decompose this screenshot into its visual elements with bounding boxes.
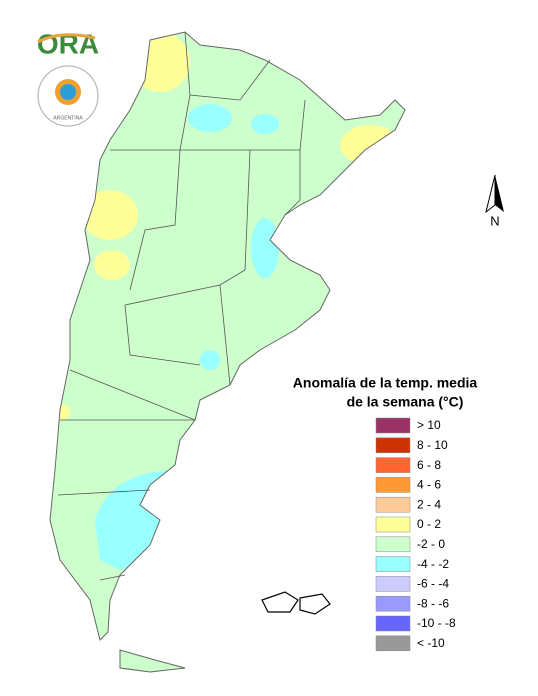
legend-swatch (375, 556, 411, 572)
legend-swatch (375, 417, 411, 434)
legend-label: -6 - -4 (417, 577, 449, 591)
legend-swatch (375, 576, 411, 592)
province-lines (57, 31, 306, 581)
legend-label: 6 - 8 (417, 458, 441, 472)
logo-text: ORA (37, 28, 99, 59)
legend: Anomalía de la temp. media de la semana … (293, 375, 478, 652)
malvinas (261, 591, 331, 615)
tierra-del-fuego (119, 649, 186, 673)
seal-text: ARGENTINA (53, 115, 83, 121)
legend-swatch (375, 477, 411, 493)
legend-label: 4 - 6 (417, 478, 441, 492)
legend-label: -4 - -2 (417, 557, 449, 571)
legend-label: -10 - -8 (417, 616, 456, 630)
legend-label: 0 - 2 (417, 517, 441, 531)
legend-label: > 10 (417, 418, 441, 432)
legend-label: < -10 (417, 636, 445, 650)
legend-swatch (375, 615, 411, 632)
legend-swatch (375, 457, 411, 473)
legend-swatch (375, 496, 411, 513)
legend-swatch (375, 595, 411, 612)
legend-title: de la semana (°C) (347, 394, 464, 410)
legend-label: 8 - 10 (417, 438, 448, 452)
legend-label: -8 - -6 (417, 596, 449, 610)
legend-label: -2 - 0 (417, 537, 445, 551)
legend-title: Anomalía de la temp. media (293, 375, 478, 391)
legend-swatch (375, 536, 411, 553)
legend-label: 2 - 4 (417, 497, 441, 511)
legend-swatch (375, 437, 411, 454)
logo: ORA (37, 28, 99, 59)
legend-swatch (375, 516, 411, 533)
north-arrow: N (485, 174, 504, 228)
seal: ARGENTINA (37, 65, 99, 127)
legend-swatch (375, 635, 411, 652)
north-label: N (490, 213, 499, 228)
